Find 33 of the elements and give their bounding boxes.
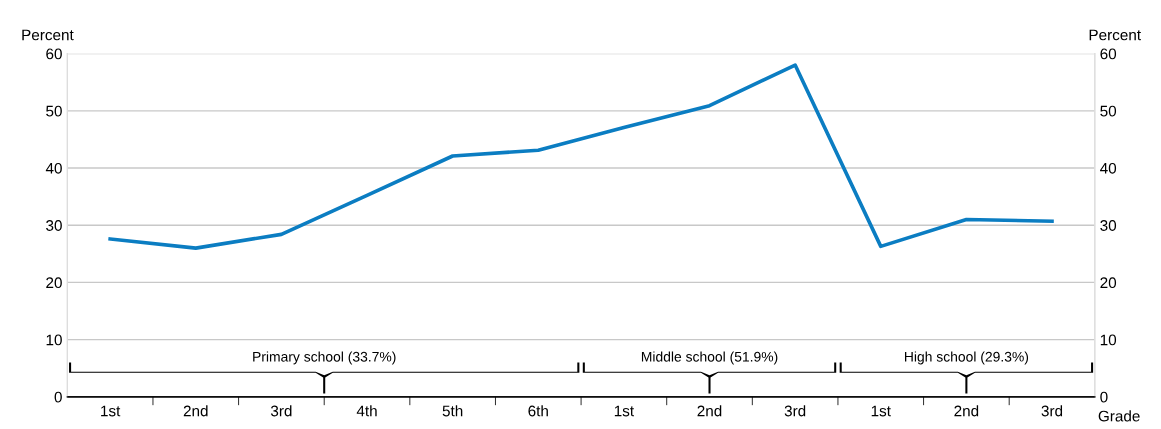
y2-tick-label: 30 [1100, 220, 1117, 231]
annotation: High school (29.3%) [905, 351, 1029, 365]
y-axis-title: Percent [22, 29, 74, 41]
x-tick-label: 1st [871, 405, 891, 417]
y-tick-label: 30 [46, 220, 62, 231]
y-tick-label: 40 [45, 162, 62, 174]
y2-tick-label: 0 [1100, 391, 1108, 403]
y2-tick-label: 20 [1100, 277, 1117, 289]
y-tick-label: 50 [46, 105, 62, 117]
x-tick-label: 1st [614, 405, 634, 417]
y2-tick-label: 60 [1100, 48, 1117, 60]
y2-tick-label: 50 [1100, 105, 1117, 117]
x-tick-label: 1st [101, 405, 121, 417]
y2-axis-title: Percent [1089, 29, 1141, 41]
x-tick-label: 6th [528, 405, 548, 417]
annotation: Primary school (33.7%) [253, 351, 396, 365]
y-tick-label: 60 [46, 48, 62, 60]
x-tick-label: 3rd [1041, 405, 1063, 417]
x-tick-label: 5th [442, 405, 463, 417]
annotation: Middle school (51.9%) [641, 351, 778, 365]
y-tick-label: 0 [54, 391, 62, 403]
y2-tick-label: 10 [1100, 334, 1117, 346]
x-tick-label: 3rd [270, 405, 292, 417]
x-tick-label: 2nd [183, 405, 208, 417]
y-tick-label: 20 [46, 277, 62, 289]
y-tick-label: 10 [46, 334, 62, 346]
x-axis-title: Grade [1098, 410, 1140, 422]
x-tick-label: 3rd [784, 405, 806, 417]
x-tick-label: 2nd [697, 405, 722, 417]
y2-tick-label: 40 [1100, 162, 1117, 174]
x-tick-label: 2nd [954, 405, 979, 417]
line-series [108, 63, 1054, 250]
x-tick-label: 4th [356, 405, 377, 417]
